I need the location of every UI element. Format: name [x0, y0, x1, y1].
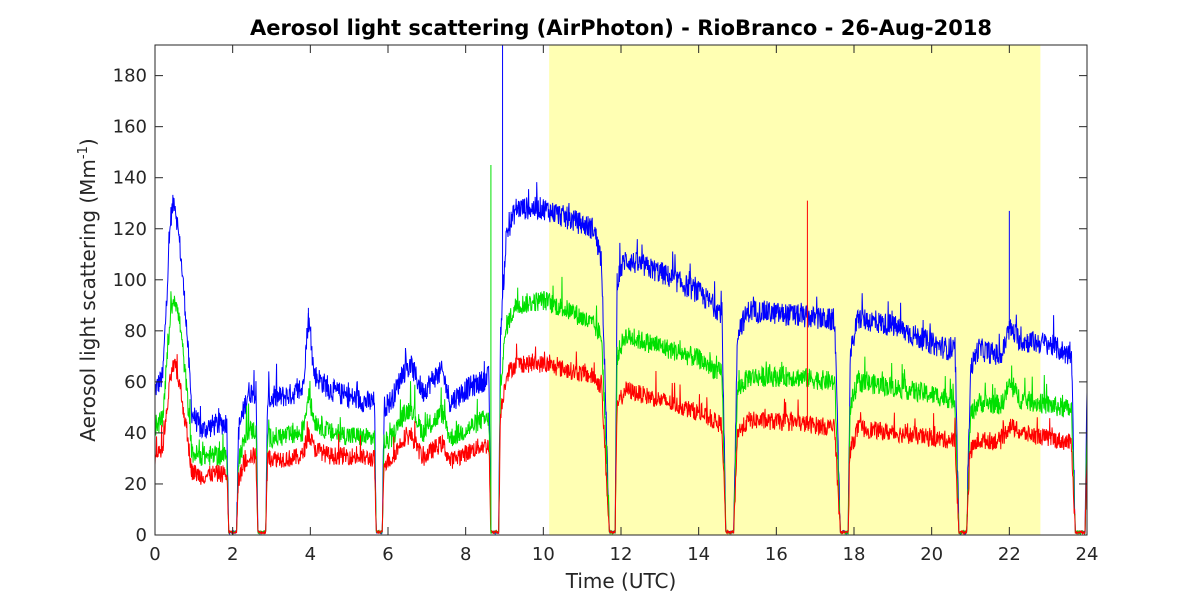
- y-tick-label: 40: [124, 423, 147, 444]
- x-tick-label: 2: [227, 544, 238, 565]
- y-tick-label: 180: [113, 66, 147, 87]
- x-axis: 0 2 4 6 8 10 12 14 16 18 20 22 24: [149, 45, 1098, 565]
- y-tick-label: 80: [124, 321, 147, 342]
- highlight-span: [549, 45, 1041, 535]
- y-axis-label-close: ): [76, 138, 100, 146]
- x-tick-label: 20: [920, 544, 943, 565]
- plot-area: [155, 45, 1087, 535]
- x-tick-label: 12: [610, 544, 633, 565]
- x-tick-label: 4: [305, 544, 316, 565]
- y-axis-label-main: Aerosol light scattering (Mm: [76, 159, 100, 442]
- x-tick-label: 24: [1076, 544, 1099, 565]
- x-tick-label: 10: [532, 544, 555, 565]
- x-tick-label: 16: [765, 544, 788, 565]
- series-line-2: [154, 276, 1088, 536]
- series-line-3: [154, 343, 1088, 536]
- y-tick-label: 120: [113, 219, 147, 240]
- y-axis-label: Aerosol light scattering (Mm-1): [76, 138, 100, 441]
- y-tick-label: 0: [136, 525, 147, 546]
- x-tick-label: 14: [687, 544, 710, 565]
- spike-layer: [307, 45, 1010, 534]
- x-tick-label: 6: [382, 544, 393, 565]
- y-tick-label: 140: [113, 168, 147, 189]
- x-tick-label: 8: [460, 544, 471, 565]
- y-axis: 0 20 40 60 80 100 120 140 160 180: [113, 66, 1087, 546]
- y-tick-label: 20: [124, 474, 147, 495]
- series-layer: [154, 182, 1088, 536]
- y-axis-label-sup: -1: [76, 146, 91, 159]
- x-tick-label: 18: [843, 544, 866, 565]
- x-axis-label: Time (UTC): [565, 569, 677, 593]
- series-line-1: [154, 182, 1088, 536]
- y-tick-label: 60: [124, 372, 147, 393]
- x-tick-label: 22: [998, 544, 1021, 565]
- y-tick-label: 100: [113, 270, 147, 291]
- x-tick-label: 0: [149, 544, 160, 565]
- chart-title: Aerosol light scattering (AirPhoton) - R…: [250, 16, 992, 40]
- y-tick-label: 160: [113, 117, 147, 138]
